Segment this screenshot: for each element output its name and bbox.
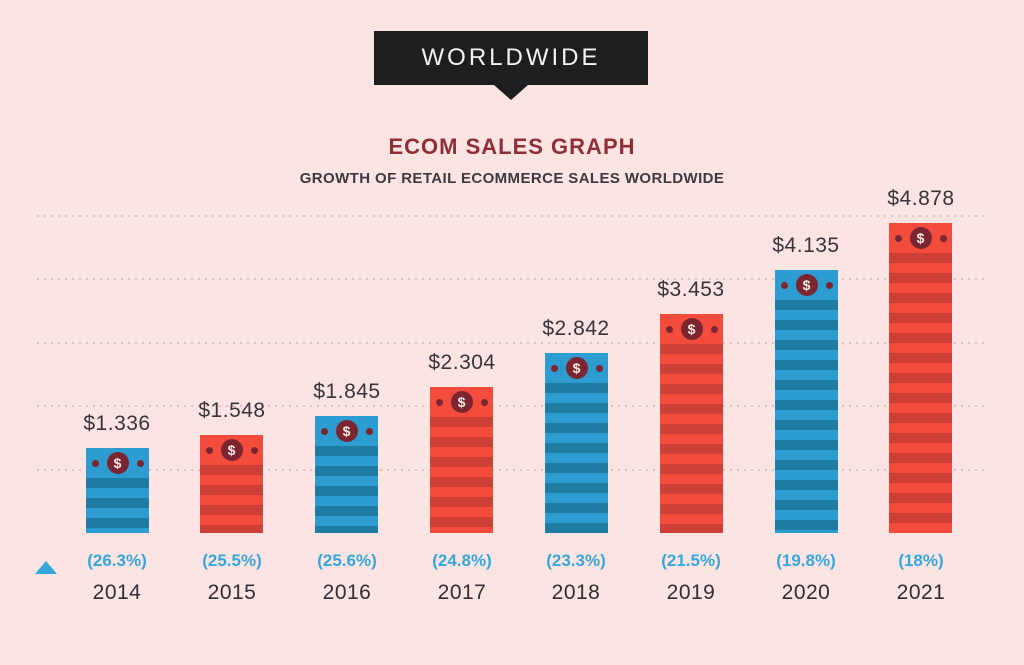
- dollar-coin-icon: $: [220, 439, 243, 461]
- coin-dot-icon: [710, 325, 718, 333]
- bar-2018: $: [545, 353, 608, 533]
- bar-stripes: [315, 446, 378, 533]
- coin-row: $: [889, 227, 952, 249]
- growth-percent-label: (23.3%): [546, 551, 606, 570]
- gridline: [37, 405, 985, 407]
- bar-2015: $: [200, 435, 263, 533]
- growth-percent-label: (21.5%): [661, 551, 721, 570]
- gridline: [37, 215, 985, 217]
- bar-stripes: [430, 417, 493, 533]
- gridline: [37, 342, 985, 344]
- growth-percent-label: (25.5%): [202, 551, 262, 570]
- year-label: 2019: [666, 581, 716, 604]
- bar-value-label: $3.453: [657, 278, 725, 301]
- bar-stripes: [660, 344, 723, 533]
- growth-percent-label: (19.8%): [776, 551, 836, 570]
- growth-percent-label: (24.8%): [432, 551, 492, 570]
- coin-row: $: [315, 420, 378, 442]
- coin-dot-icon: [665, 325, 673, 333]
- bar-value-label: $1.548: [198, 399, 266, 422]
- coin-dot-icon: [480, 398, 488, 406]
- gridline: [37, 469, 985, 471]
- coin-row: $: [660, 318, 723, 340]
- bar-value-label: $4.878: [887, 187, 955, 210]
- bar-2021: $: [889, 223, 952, 533]
- coin-dot-icon: [205, 446, 213, 454]
- coin-dot-icon: [939, 234, 947, 242]
- coin-dot-icon: [780, 281, 788, 289]
- gridline: [37, 278, 985, 280]
- banner-pointer: [494, 85, 528, 100]
- coin-dot-icon: [136, 459, 144, 467]
- bar-stripes: [775, 300, 838, 533]
- growth-percent-label: (18%): [898, 551, 944, 570]
- coin-row: $: [200, 439, 263, 461]
- coin-dot-icon: [91, 459, 99, 467]
- bar-value-label: $4.135: [772, 234, 840, 257]
- year-label: 2016: [322, 581, 372, 604]
- dollar-coin-icon: $: [335, 420, 358, 442]
- worldwide-banner: WORLDWIDE: [374, 31, 648, 100]
- year-label: 2014: [92, 581, 142, 604]
- bar-2014: $: [86, 448, 149, 533]
- bar-stripes: [86, 478, 149, 533]
- coin-dot-icon: [250, 446, 258, 454]
- bar-2020: $: [775, 270, 838, 533]
- bar-value-label: $2.842: [542, 317, 610, 340]
- banner-label: WORLDWIDE: [421, 44, 601, 71]
- coin-row: $: [86, 452, 149, 474]
- coin-row: $: [430, 391, 493, 413]
- year-label: 2015: [207, 581, 257, 604]
- dollar-coin-icon: $: [680, 318, 703, 340]
- bar-value-label: $2.304: [428, 351, 496, 374]
- coin-dot-icon: [550, 364, 558, 372]
- dollar-coin-icon: $: [106, 452, 129, 474]
- bar-value-label: $1.845: [313, 380, 381, 403]
- bar-2016: $: [315, 416, 378, 533]
- coin-dot-icon: [825, 281, 833, 289]
- coin-dot-icon: [365, 427, 373, 435]
- coin-dot-icon: [894, 234, 902, 242]
- bar-stripes: [889, 253, 952, 533]
- coin-dot-icon: [595, 364, 603, 372]
- coin-row: $: [775, 274, 838, 296]
- chart-title: ECOM SALES GRAPH: [388, 134, 636, 159]
- year-label: 2017: [437, 581, 487, 604]
- dollar-coin-icon: $: [795, 274, 818, 296]
- chart-subtitle: GROWTH OF RETAIL ECOMMERCE SALES WORLDWI…: [299, 170, 725, 187]
- coin-dot-icon: [435, 398, 443, 406]
- bar-stripes: [200, 465, 263, 533]
- bar-stripes: [545, 383, 608, 533]
- year-label: 2021: [896, 581, 946, 604]
- coin-row: $: [545, 357, 608, 379]
- growth-percent-label: (25.6%): [317, 551, 377, 570]
- dollar-coin-icon: $: [565, 357, 588, 379]
- bar-2019: $: [660, 314, 723, 533]
- year-label: 2018: [551, 581, 601, 604]
- year-label: 2020: [781, 581, 831, 604]
- dollar-coin-icon: $: [450, 391, 473, 413]
- dollar-coin-icon: $: [909, 227, 932, 249]
- bar-2017: $: [430, 387, 493, 533]
- coin-dot-icon: [320, 427, 328, 435]
- growth-percent-label: (26.3%): [87, 551, 147, 570]
- triangle-up-icon: [35, 561, 57, 574]
- bar-value-label: $1.336: [83, 412, 151, 435]
